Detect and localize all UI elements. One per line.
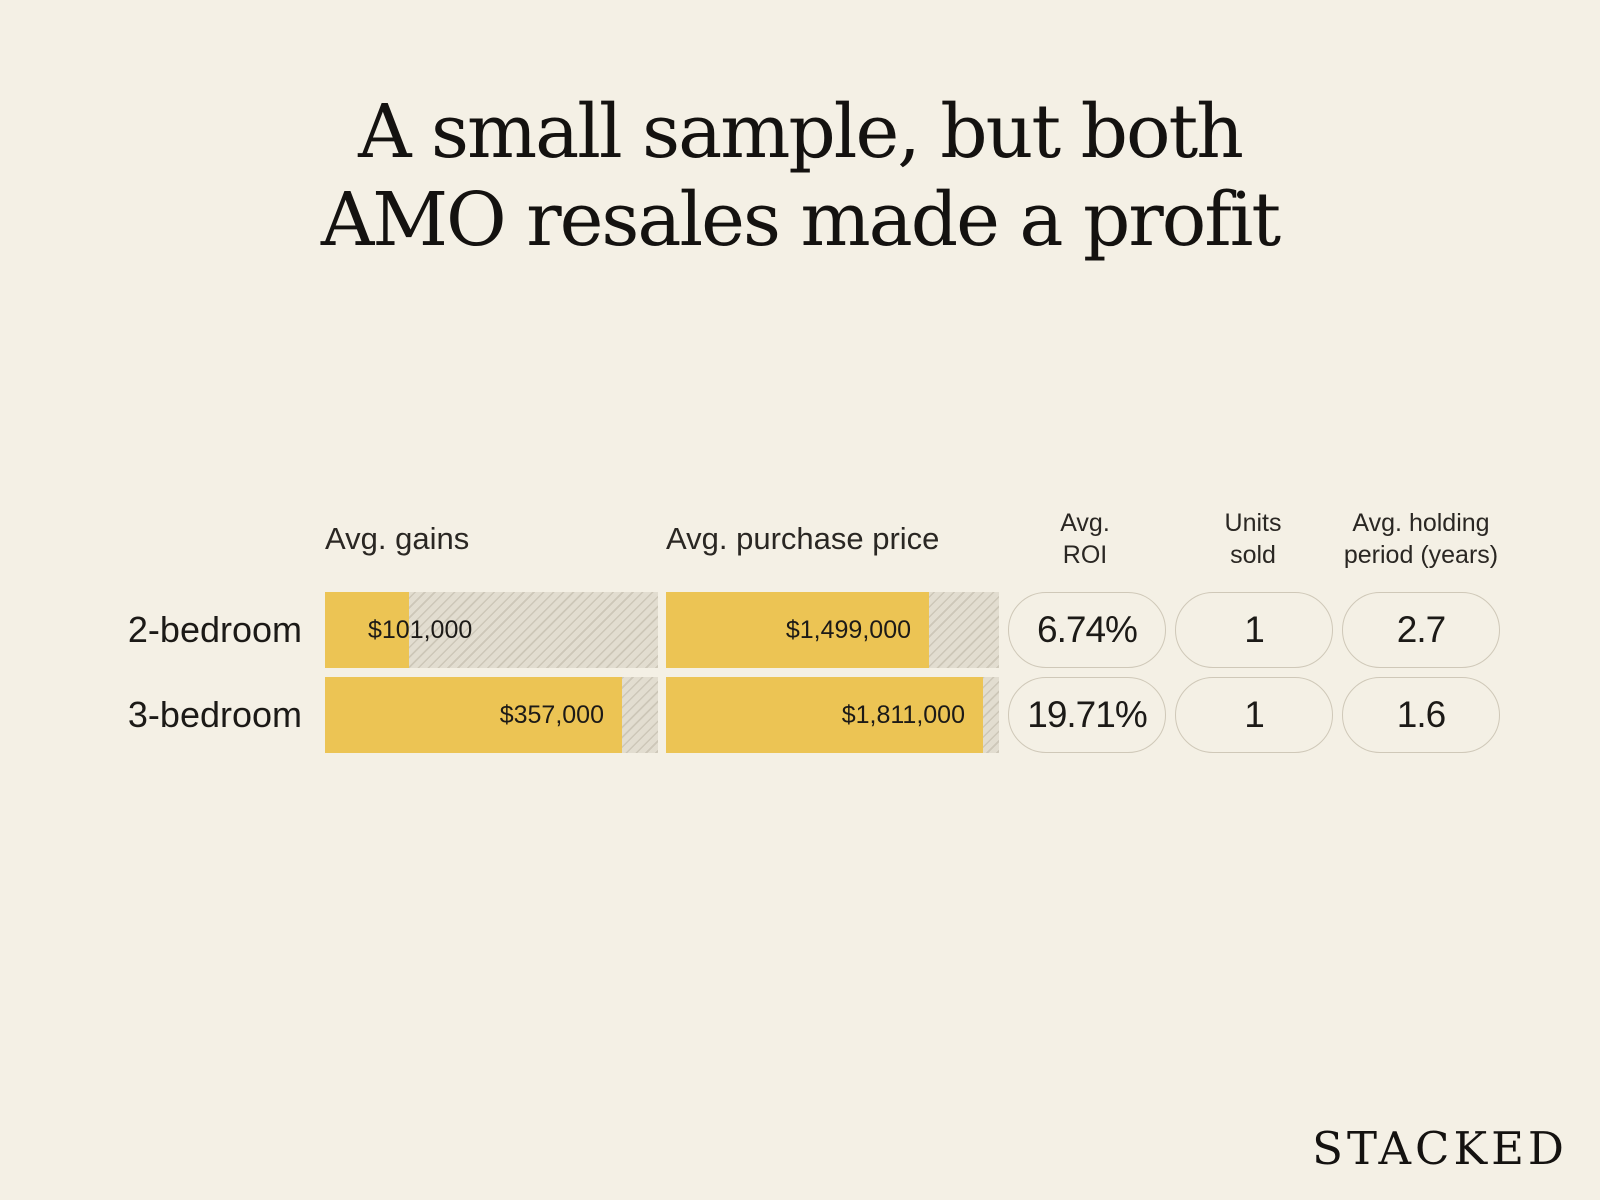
header-avg-holding-period: Avg. holding period (years) [1343, 509, 1499, 569]
roi-pill: 6.74% [1008, 592, 1166, 668]
gains-bar [325, 677, 622, 753]
holding-period-pill: 1.6 [1342, 677, 1500, 753]
title-line-2: AMO resales made a profit [320, 177, 1281, 263]
header-avg-purchase-price: Avg. purchase price [666, 521, 940, 556]
gains-bar-track: $101,000 [325, 592, 658, 668]
purchase-bar-label: $1,811,000 [841, 701, 965, 729]
header-avg-roi: Avg. ROI [1060, 509, 1110, 569]
row-label: 3-bedroom [127, 694, 302, 735]
purchase-bar-label: $1,499,000 [785, 616, 911, 644]
units-sold-pill: 1 [1175, 677, 1333, 753]
gains-bar-label: $357,000 [499, 701, 604, 729]
chart-title: A small sample, but both AMO resales mad… [0, 88, 1600, 264]
purchase-bar-track: $1,811,000 [666, 677, 999, 753]
gains-bar [325, 592, 409, 668]
gains-bar-track: $357,000 [325, 677, 658, 753]
row-label: 2-bedroom [127, 609, 302, 650]
units-sold-pill: 1 [1175, 592, 1333, 668]
title-line-1: A small sample, but both [358, 89, 1244, 175]
holding-period-pill: 2.7 [1342, 592, 1500, 668]
stacked-logo: STACKED [1312, 1122, 1568, 1175]
purchase-bar [666, 592, 929, 668]
header-units-sold: Units sold [1224, 509, 1282, 569]
purchase-bar-track: $1,499,000 [666, 592, 999, 668]
gains-bar-label: $101,000 [368, 616, 473, 644]
header-avg-gains: Avg. gains [325, 521, 470, 556]
roi-pill: 19.71% [1008, 677, 1166, 753]
purchase-bar [666, 677, 983, 753]
